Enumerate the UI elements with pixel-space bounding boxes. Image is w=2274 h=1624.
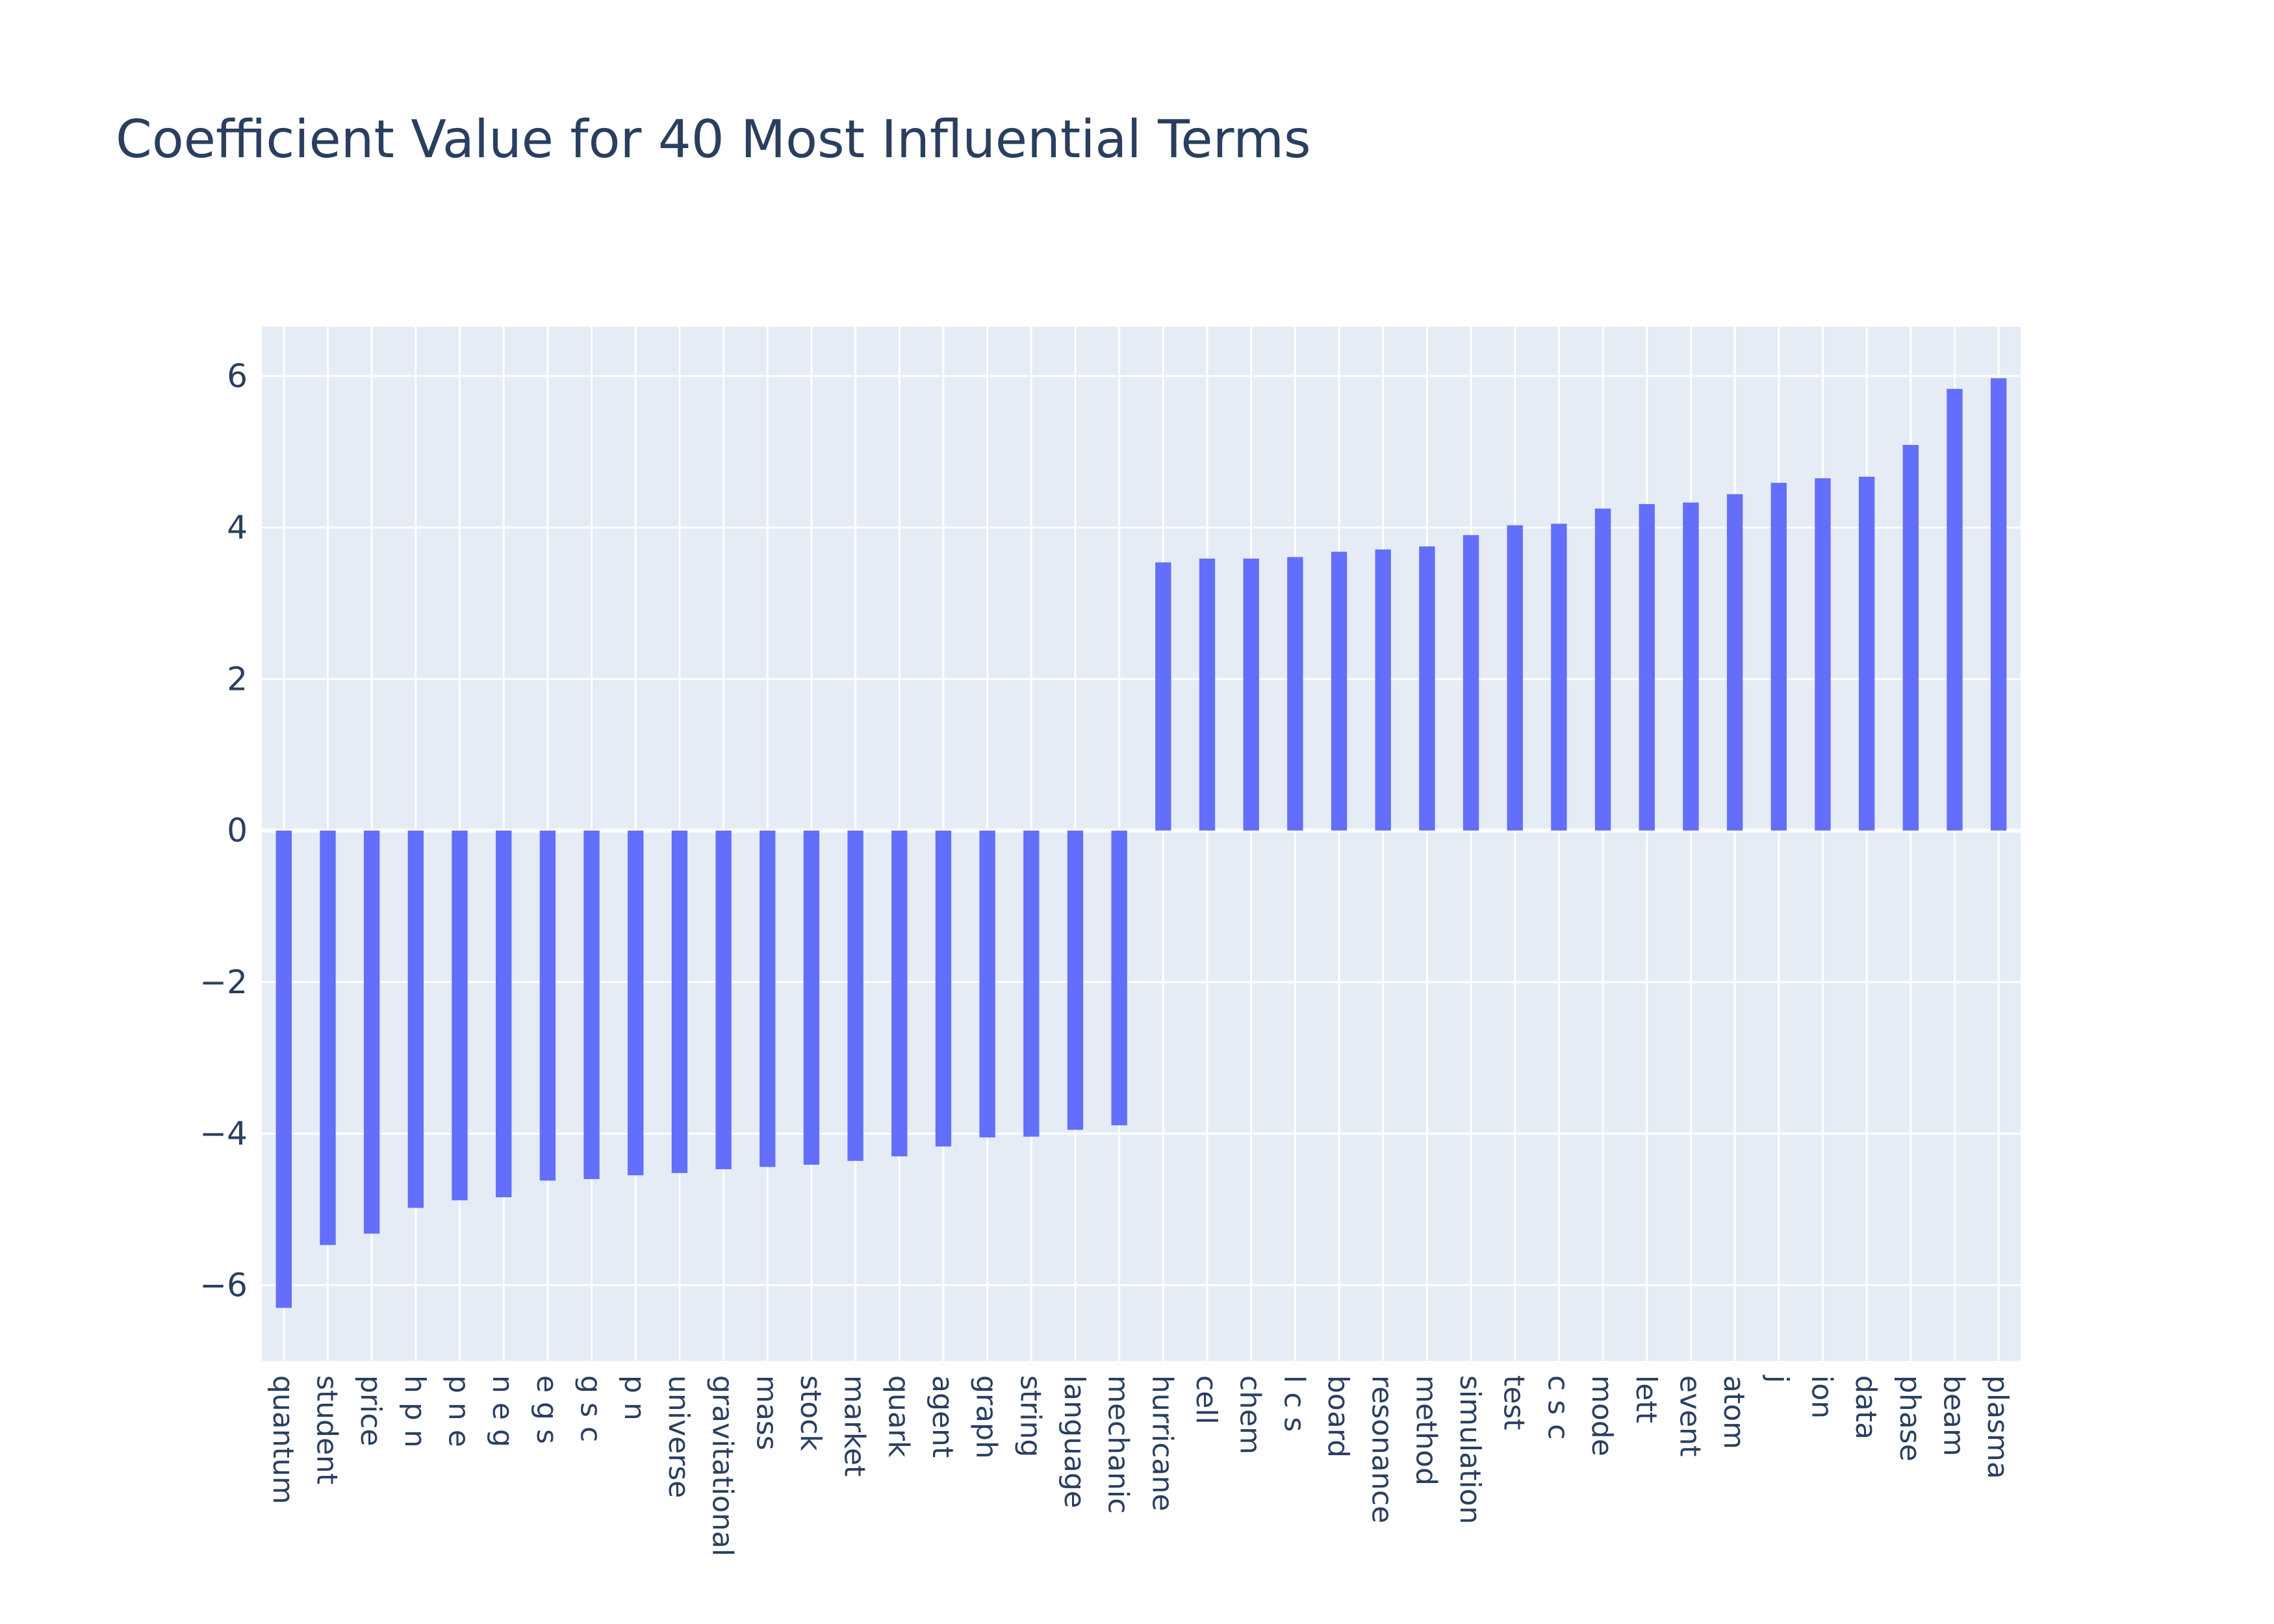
x-tick-label: lett [1629,1375,1663,1423]
x-tick-label: atom [1717,1375,1750,1449]
bar-e-g-s [539,830,556,1181]
x-tick-label: p n [618,1375,651,1421]
x-tick-label: graph [970,1375,1003,1459]
x-tick-label: board [1322,1375,1355,1458]
x-axis-tick-labels: quantum student price h p n p n e n e g e g s g… [266,1375,2014,1556]
bar-language [1067,830,1084,1130]
bar-board [1331,552,1348,831]
x-tick-label: quantum [266,1375,300,1504]
x-tick-label: stock [794,1375,827,1451]
bar-cell [1199,558,1216,831]
x-tick-label: phase [1893,1375,1926,1462]
x-tick-label: c s c [1541,1375,1574,1440]
x-tick-label: chem [1234,1375,1267,1454]
x-tick-label: data [1849,1375,1882,1440]
x-tick-label: ion [1805,1375,1838,1419]
y-axis-tick-labels: −6 −4 −2 0 2 4 6 [199,357,248,1304]
y-tick-label: −2 [199,963,248,1001]
bar-p-n [628,830,644,1176]
bar-gravitational [715,830,732,1169]
y-tick-label: 2 [227,660,248,698]
x-tick-label: mechanic [1102,1375,1135,1514]
x-tick-label: simulation [1453,1375,1487,1524]
y-tick-label: 0 [227,812,248,850]
bar-c-s-c [1551,524,1567,831]
bar-agent [935,830,952,1147]
y-tick-label: 6 [227,357,248,395]
y-tick-label: 4 [227,509,248,546]
bar-mass [760,830,776,1167]
x-tick-label: method [1409,1375,1442,1486]
bar-p-n-e [452,830,468,1200]
bar-n-e-g [496,830,512,1198]
bar-lett [1639,503,1655,831]
x-tick-label: l c s [1277,1375,1310,1432]
bars [275,378,2007,1308]
bar-g-s-c [583,830,600,1180]
x-tick-label: j [1761,1375,1795,1383]
bar-stock [803,830,820,1165]
x-tick-label: hurricane [1145,1375,1179,1512]
x-tick-label: plasma [1981,1375,2014,1479]
bar-resonance [1375,549,1391,831]
bar-test [1507,525,1523,831]
bar-quantum [275,830,292,1308]
x-tick-label: cell [1190,1375,1223,1425]
bar-mode [1594,508,1611,831]
x-tick-label: language [1058,1375,1091,1508]
y-tick-label: −4 [199,1115,248,1152]
x-tick-label: mass [750,1375,783,1451]
bar-price [364,830,380,1234]
bar-ion [1815,478,1831,831]
bar-j [1770,483,1787,831]
bar-data [1858,476,1875,831]
x-tick-label: g s c [574,1375,607,1442]
bar-mechanic [1111,830,1127,1126]
plot-background [262,327,2021,1361]
x-tick-label: gravitational [706,1375,739,1556]
bar-market [847,830,863,1161]
x-tick-label: beam [1937,1375,1970,1456]
bar-phase [1902,444,1919,831]
x-tick-label: mode [1585,1375,1618,1456]
x-tick-label: n e g [486,1375,519,1447]
x-tick-label: agent [926,1375,959,1458]
bar-quark [891,830,908,1157]
bar-event [1683,502,1699,831]
x-tick-label: quark [882,1375,915,1458]
x-tick-label: market [838,1375,871,1477]
bar-hurricane [1155,562,1171,831]
x-tick-label: h p n [398,1375,431,1448]
x-tick-label: p n e [442,1375,476,1447]
bar-l-c-s [1287,557,1303,831]
x-tick-label: resonance [1366,1375,1399,1523]
x-tick-label: student [311,1375,344,1484]
chart-title: Coefficient Value for 40 Most Influentia… [116,109,1311,170]
bar-universe [671,830,688,1173]
bar-h-p-n [407,830,424,1208]
bar-method [1419,546,1435,831]
x-tick-label: string [1014,1375,1047,1457]
x-tick-label: e g s [530,1375,563,1444]
bar-plasma [1990,378,2007,831]
x-tick-label: price [354,1375,387,1447]
bar-student [320,830,336,1245]
x-tick-label: test [1498,1375,1531,1430]
bar-beam [1947,388,1963,831]
bar-graph [979,830,995,1137]
x-tick-label: universe [662,1375,695,1498]
bar-simulation [1463,535,1479,831]
bar-string [1023,830,1040,1137]
y-tick-label: −6 [199,1266,248,1304]
bar-chem [1243,558,1259,831]
x-tick-label: event [1673,1375,1706,1456]
bar-atom [1726,494,1743,831]
